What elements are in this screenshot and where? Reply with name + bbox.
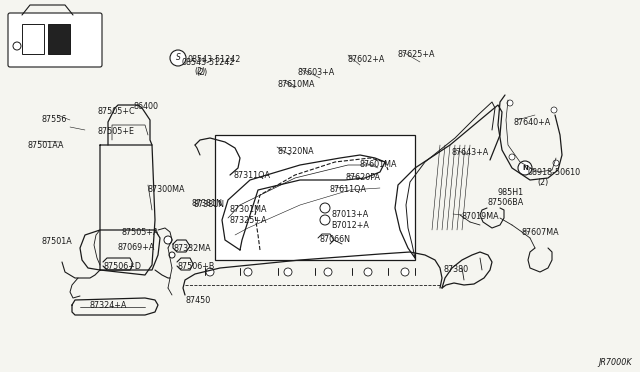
Circle shape (206, 268, 214, 276)
Text: 87013+A: 87013+A (331, 210, 368, 219)
Circle shape (284, 268, 292, 276)
Text: 87069+A: 87069+A (118, 243, 156, 252)
Text: JR7000K: JR7000K (598, 358, 632, 367)
Text: 87332MA: 87332MA (173, 244, 211, 253)
Text: 87505+C: 87505+C (97, 107, 134, 116)
Circle shape (170, 50, 186, 66)
Text: 87610MA: 87610MA (278, 80, 316, 89)
Text: 87611QA: 87611QA (330, 185, 367, 194)
Text: 87625+A: 87625+A (397, 50, 435, 59)
Text: S: S (175, 54, 180, 62)
Text: 87311QA: 87311QA (234, 171, 271, 180)
Text: N: N (522, 165, 528, 171)
Circle shape (320, 203, 330, 213)
Circle shape (164, 236, 172, 244)
Text: 87643+A: 87643+A (451, 148, 488, 157)
Circle shape (553, 160, 559, 166)
Text: 87505+E: 87505+E (97, 127, 134, 136)
Text: 87602+A: 87602+A (347, 55, 385, 64)
Text: 87381N: 87381N (191, 199, 222, 208)
Circle shape (509, 154, 515, 160)
Circle shape (320, 215, 330, 225)
Text: 87607MA: 87607MA (521, 228, 559, 237)
Circle shape (169, 252, 175, 258)
Circle shape (244, 268, 252, 276)
Circle shape (507, 100, 513, 106)
Text: 87320NA: 87320NA (277, 147, 314, 156)
Bar (22, 24, 44, 54)
Text: 87019MA: 87019MA (462, 212, 500, 221)
Text: B7012+A: B7012+A (331, 221, 369, 230)
Text: 87380: 87380 (444, 265, 469, 274)
Text: 87505+A: 87505+A (121, 228, 159, 237)
Text: 87381N: 87381N (193, 200, 224, 209)
Text: 87324+A: 87324+A (90, 301, 127, 310)
Text: 86400: 86400 (133, 102, 158, 111)
Text: 08543-51242: 08543-51242 (181, 58, 234, 67)
Text: 87506BA: 87506BA (487, 198, 524, 207)
Text: (2): (2) (194, 67, 205, 76)
Text: 87501A: 87501A (42, 237, 73, 246)
Circle shape (13, 42, 21, 50)
FancyBboxPatch shape (8, 13, 102, 67)
Bar (215, 135, 415, 260)
Text: 87325+A: 87325+A (230, 216, 268, 225)
Text: 08918-50610: 08918-50610 (527, 168, 580, 177)
Circle shape (518, 161, 532, 175)
Text: 87300MA: 87300MA (148, 185, 186, 194)
Text: 87506+B: 87506+B (177, 262, 214, 271)
Text: 87603+A: 87603+A (298, 68, 335, 77)
Circle shape (401, 268, 409, 276)
Text: 87556: 87556 (42, 115, 67, 124)
Text: (2): (2) (537, 178, 548, 187)
Text: 08543-51242: 08543-51242 (188, 55, 241, 64)
Circle shape (364, 268, 372, 276)
Text: 87601MA: 87601MA (360, 160, 397, 169)
Text: 87640+A: 87640+A (513, 118, 550, 127)
Text: 87301MA: 87301MA (230, 205, 268, 214)
Text: 87506+D: 87506+D (103, 262, 141, 271)
Text: 87501AA: 87501AA (28, 141, 65, 150)
Text: 87066N: 87066N (319, 235, 350, 244)
Circle shape (324, 268, 332, 276)
Text: 985H1: 985H1 (497, 188, 523, 197)
Bar (48, 24, 70, 54)
Circle shape (551, 107, 557, 113)
Text: (2): (2) (196, 68, 207, 77)
Text: 87450: 87450 (185, 296, 211, 305)
Text: 87620PA: 87620PA (345, 173, 380, 182)
